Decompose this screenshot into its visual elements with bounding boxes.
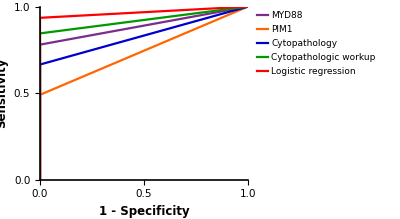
Cytopathologic workup (38, 32, 42, 35)
Cytopathology (38, 178, 42, 181)
PIM1 (38, 94, 42, 96)
X-axis label: 1 - Specificity: 1 - Specificity (99, 205, 189, 218)
Y-axis label: Sensitivity: Sensitivity (0, 58, 8, 128)
Logistic regression (38, 178, 42, 181)
MYD88 (246, 5, 250, 8)
Cytopathologic workup (246, 5, 250, 8)
Cytopathologic workup (38, 178, 42, 181)
Line: Cytopathologic workup: Cytopathologic workup (40, 7, 248, 180)
PIM1 (246, 5, 250, 8)
Legend: MYD88, PIM1, Cytopathology, Cytopathologic workup, Logistic regression: MYD88, PIM1, Cytopathology, Cytopatholog… (257, 11, 376, 76)
Line: Logistic regression: Logistic regression (40, 7, 248, 180)
MYD88 (38, 178, 42, 181)
Logistic regression (246, 5, 250, 8)
PIM1 (38, 178, 42, 181)
Cytopathology (38, 63, 42, 66)
Line: Cytopathology: Cytopathology (40, 7, 248, 180)
Line: MYD88: MYD88 (40, 7, 248, 180)
Line: PIM1: PIM1 (40, 7, 248, 180)
MYD88 (38, 43, 42, 46)
Cytopathology (246, 5, 250, 8)
Logistic regression (38, 16, 42, 19)
